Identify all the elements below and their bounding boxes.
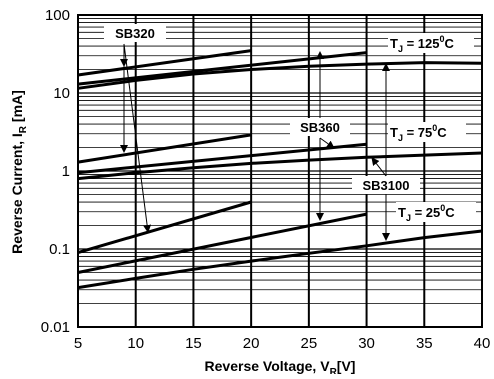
x-axis-title-main: Reverse Voltage, V [205, 358, 331, 374]
sb3100-label-box [352, 176, 420, 194]
x-axis-title: Reverse Voltage, VR[V] [205, 358, 356, 374]
sb360-arrow-75 [319, 137, 335, 149]
y-tick-label: 10 [53, 85, 70, 102]
annotations: SB320 SB360 SB3100 TJ = 1250C TJ = 750C … [104, 24, 476, 241]
y-tick-label: 100 [45, 7, 70, 24]
series-line-sb320-125 [77, 49, 252, 77]
series-line-sb3100-125 [77, 61, 483, 90]
y-tick-label: 1 [62, 163, 70, 180]
sb3100-arrow-75 [371, 157, 387, 177]
x-tick-label: 35 [416, 335, 433, 352]
temp-75-label: TJ = 750C [390, 123, 447, 143]
temp-25-label: TJ = 250C [398, 203, 455, 223]
series-line-sb360-25 [77, 212, 367, 274]
sb3100-label: SB3100 [363, 178, 410, 193]
y-tick-label: 0.01 [41, 319, 70, 336]
temp-125-label-box [388, 33, 474, 53]
series-line-sb3100-75 [77, 151, 483, 181]
temp-25-label-box [396, 202, 476, 222]
plot-frame [77, 14, 483, 328]
sb360-label-box [290, 118, 350, 136]
x-tick-label: 40 [474, 335, 491, 352]
series-layer [77, 49, 483, 290]
sb360-label: SB360 [300, 120, 340, 135]
y-axis-title-main: Reverse Current, I [9, 133, 25, 254]
x-tick-label: 20 [243, 335, 260, 352]
x-tick-labels: 5 10 15 20 25 30 35 40 [74, 335, 491, 352]
series-line-sb320-25 [77, 200, 252, 255]
y-axis-title-tail: [mA] [9, 90, 25, 126]
y-axis-title-sub: R [18, 125, 29, 133]
sb320-arrow-25 [123, 43, 152, 233]
sb320-label: SB320 [115, 26, 155, 41]
x-axis-title-tail: [V] [337, 358, 356, 374]
sb320-label-box [104, 24, 166, 42]
y-tick-label: 0.1 [49, 241, 70, 258]
temp-75-label-box [388, 122, 466, 142]
x-tick-label: 15 [185, 335, 202, 352]
series-line-sb3100-25 [77, 229, 483, 290]
y-axis-title: Reverse Current, IR [mA] [9, 90, 29, 254]
series-line-sb320-75 [77, 133, 252, 164]
temp-125-label: TJ = 1250C [390, 34, 455, 54]
x-tick-label: 10 [127, 335, 144, 352]
x-tick-label: 5 [74, 335, 82, 352]
x-tick-label: 25 [301, 335, 318, 352]
x-axis-title-sub: R [330, 367, 338, 374]
y-tick-labels: 0.01 0.1 1 10 100 [41, 7, 70, 336]
series-line-sb360-75 [77, 142, 367, 175]
x-tick-label: 30 [358, 335, 375, 352]
